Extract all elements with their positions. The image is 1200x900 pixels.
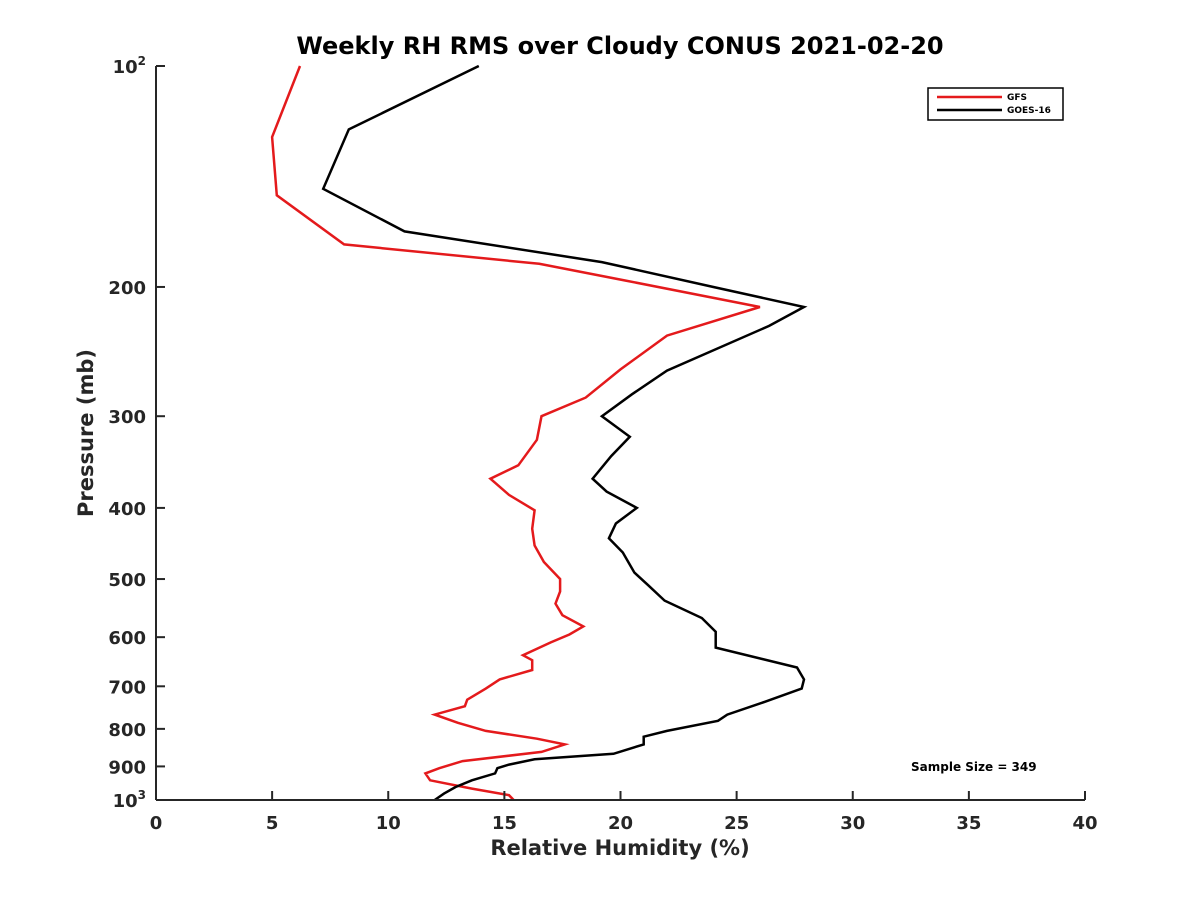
- x-tick-label: 10: [376, 813, 401, 834]
- y-tick-label: 600: [108, 628, 146, 649]
- x-tick-label: 0: [150, 813, 163, 834]
- series-line-goes-16: [321, 64, 808, 802]
- y-tick-label: 102: [113, 54, 146, 78]
- legend-label: GFS: [1007, 93, 1027, 103]
- y-axis-ticks: 102 200 300 400 500 600 700 800 900 103: [108, 54, 165, 812]
- x-tick-label: 40: [1072, 813, 1097, 834]
- x-tick-label: 5: [266, 813, 279, 834]
- sample-size-annotation: Sample Size = 349: [911, 760, 1037, 774]
- legend-label: GOES-16: [1007, 106, 1051, 116]
- x-tick-label: 30: [840, 813, 865, 834]
- y-tick-label: 200: [108, 278, 146, 299]
- chart-title: Weekly RH RMS over Cloudy CONUS 2021-02-…: [296, 32, 943, 60]
- y-tick-label: 700: [108, 677, 146, 698]
- legend-box: [927, 87, 1064, 121]
- x-tick-label: 35: [956, 813, 981, 834]
- series-layer: [270, 64, 808, 802]
- x-tick-label: 25: [724, 813, 749, 834]
- x-axis-label: Relative Humidity (%): [490, 836, 749, 860]
- y-tick-label: 800: [108, 720, 146, 741]
- y-axis-label: Pressure (mb): [74, 349, 98, 517]
- y-tick-label: 300: [108, 407, 146, 428]
- y-tick-label: 103: [113, 788, 146, 812]
- x-tick-label: 20: [608, 813, 633, 834]
- legend: GFS GOES-16: [927, 87, 1064, 121]
- y-tick-label: 500: [108, 570, 146, 591]
- x-axis-ticks: 0 5 10 15 20 25 30 35 40: [150, 791, 1098, 834]
- y-tick-label: 900: [108, 757, 146, 778]
- series-line-gfs: [270, 65, 761, 801]
- y-tick-label: 400: [108, 499, 146, 520]
- x-tick-label: 15: [492, 813, 517, 834]
